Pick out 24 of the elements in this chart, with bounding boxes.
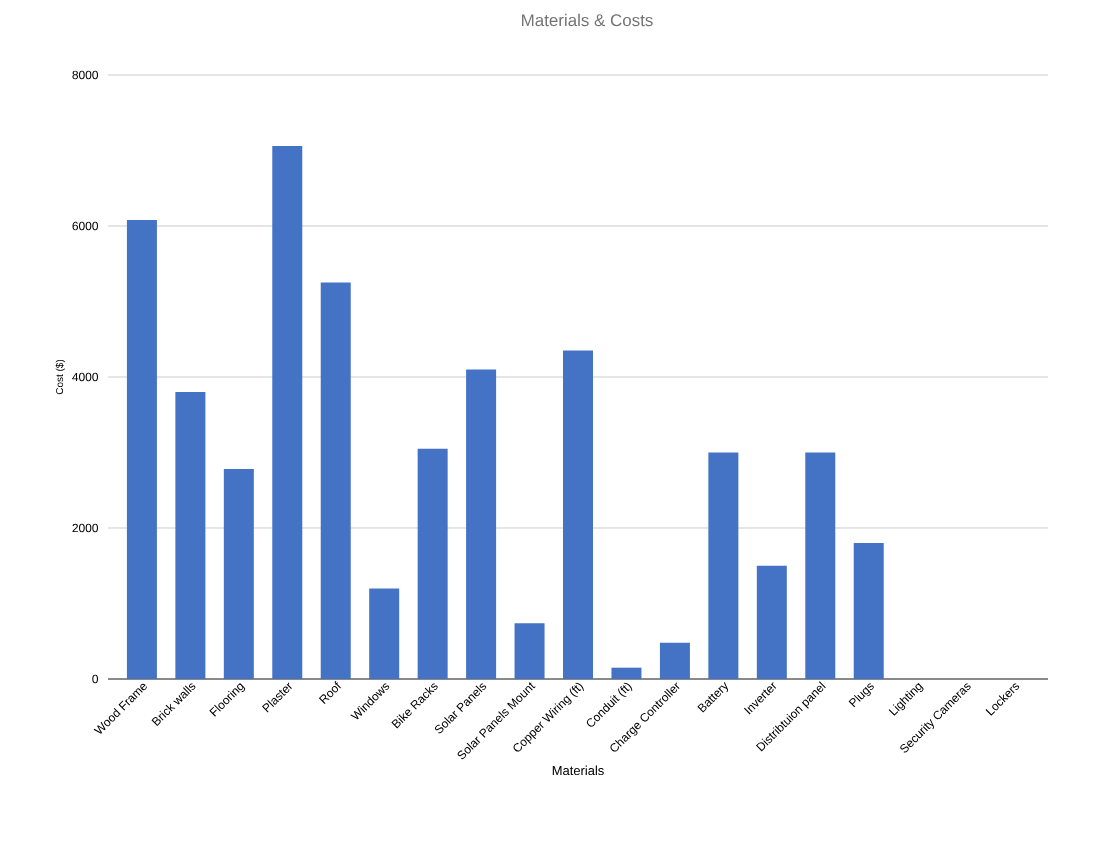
bar bbox=[611, 667, 642, 679]
bar bbox=[369, 588, 400, 679]
bar bbox=[853, 543, 884, 679]
bar bbox=[126, 219, 157, 679]
bar bbox=[756, 565, 787, 679]
x-axis-title: Materials bbox=[552, 765, 604, 776]
bar bbox=[417, 448, 448, 679]
y-tick-label: 0 bbox=[92, 674, 99, 684]
bar bbox=[514, 623, 545, 679]
bar bbox=[659, 642, 690, 679]
bar bbox=[805, 452, 836, 679]
bar bbox=[272, 145, 303, 679]
bar bbox=[563, 350, 593, 679]
bar bbox=[320, 282, 351, 679]
chart-title: Materials & Costs bbox=[522, 13, 653, 27]
y-tick-label: 4000 bbox=[72, 372, 99, 382]
bar bbox=[223, 469, 254, 679]
y-axis-title: Cost ($) bbox=[55, 359, 66, 395]
bar bbox=[708, 452, 739, 679]
y-tick-label: 6000 bbox=[72, 221, 99, 231]
y-tick-label: 2000 bbox=[72, 523, 99, 533]
y-tick-label: 8000 bbox=[72, 70, 99, 80]
bar bbox=[175, 392, 206, 679]
bar bbox=[466, 369, 497, 679]
